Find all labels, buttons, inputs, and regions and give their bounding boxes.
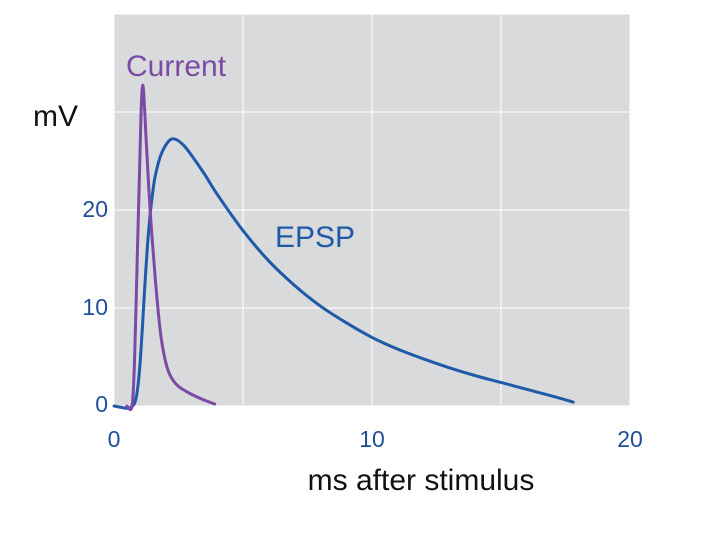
y-axis: mV 0 10 20 bbox=[33, 100, 108, 417]
y-tick-label: 20 bbox=[82, 196, 108, 222]
x-axis: 0 10 20 ms after stimulus bbox=[108, 426, 643, 497]
series-lines bbox=[112, 83, 575, 412]
epsp-series-line bbox=[112, 137, 575, 410]
epsp-series-label: EPSP bbox=[275, 221, 355, 254]
grid bbox=[113, 13, 631, 407]
x-tick-label: 0 bbox=[108, 426, 121, 452]
x-tick-label: 10 bbox=[359, 426, 385, 452]
y-axis-label: mV bbox=[33, 100, 78, 133]
current-series-line bbox=[125, 83, 217, 412]
y-tick-label: 0 bbox=[95, 391, 108, 417]
y-tick-label: 10 bbox=[82, 294, 108, 320]
x-tick-label: 20 bbox=[617, 426, 643, 452]
x-axis-label: ms after stimulus bbox=[308, 464, 535, 497]
current-series-label: Current bbox=[126, 50, 227, 83]
